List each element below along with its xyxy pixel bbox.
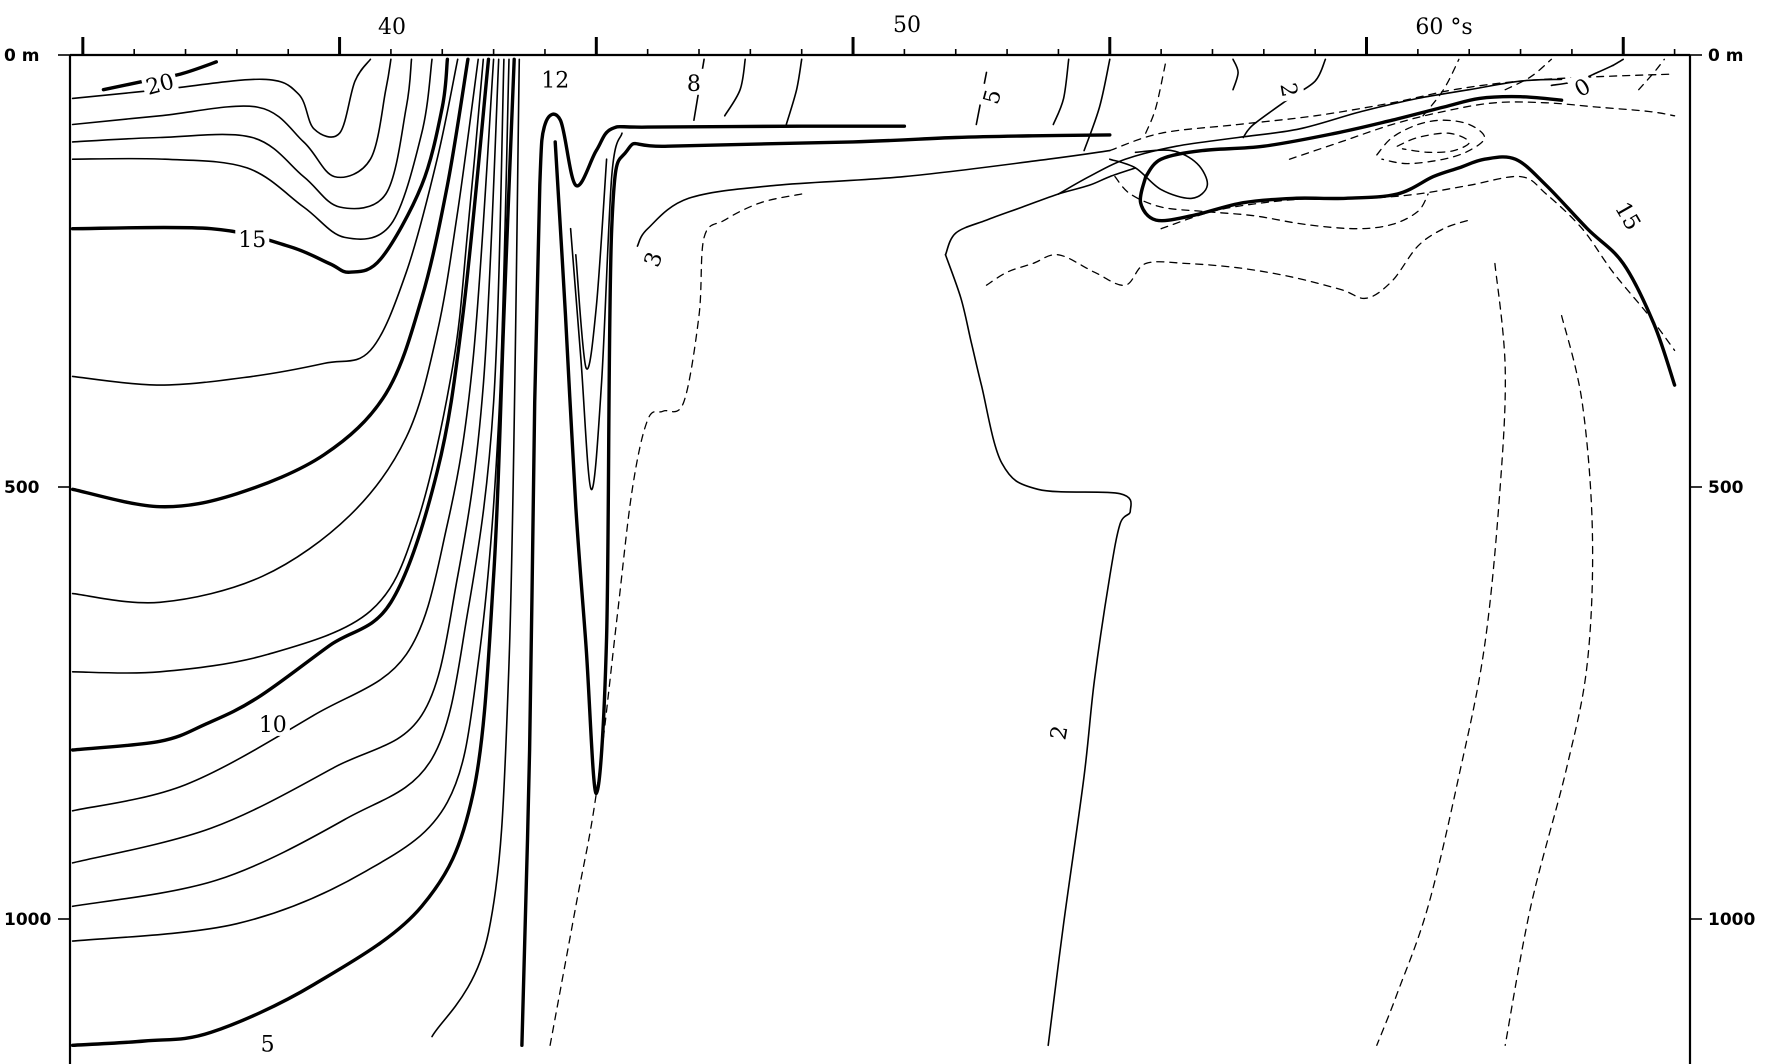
- isotherm-8-line: [553, 133, 1112, 796]
- isotherm-2_5-line: [1145, 58, 1167, 134]
- isotherm-4_5-line: [785, 58, 803, 126]
- isotherm-15-line: [1144, 94, 1564, 179]
- isotherm-4-line: [723, 58, 746, 117]
- contour-label-bg: [1609, 193, 1650, 237]
- contour-label-2: 2: [1046, 724, 1073, 742]
- contour-label-bg: [255, 709, 290, 736]
- isotherm-3-line: [1083, 58, 1111, 152]
- isotherm-1_5-line: [1504, 314, 1594, 1046]
- x-tick-labels: 40 50 60 °s: [378, 13, 1473, 40]
- contour-label-bg: [1275, 76, 1306, 103]
- y-right-label-0: 0 m: [1708, 46, 1743, 66]
- isotherm-20-line: [71, 58, 372, 138]
- isotherm-15-line: [1138, 155, 1677, 387]
- contour-label-bg: [139, 65, 180, 100]
- contour-lines: [70, 57, 1677, 1047]
- isotherm-0_5-line: [1288, 101, 1676, 160]
- isotherm-1_5-line: [1057, 78, 1563, 195]
- contour-label-bg: [636, 244, 668, 274]
- contour-label-bg: [1042, 719, 1073, 746]
- isotherm-9-line: [71, 58, 495, 812]
- contour-label-bg: [1566, 69, 1598, 103]
- x-tick-label-50: 50: [893, 13, 921, 38]
- contour-label-8: 8: [687, 72, 701, 97]
- isotherm-3-line: [636, 149, 1111, 247]
- isotherm-17-line: [71, 58, 433, 240]
- isotherm-1_5-line: [1114, 175, 1429, 230]
- isotherm-13-line: [70, 57, 470, 509]
- contour-label-2: 2: [1274, 81, 1301, 99]
- isotherm-5-line: [70, 57, 516, 1047]
- isotherm-2-line: [944, 167, 1137, 256]
- contour-label-bg: [975, 82, 1006, 110]
- isotherm-6-line: [71, 58, 510, 942]
- isotherm-11-line: [71, 58, 485, 674]
- isotherm-2-line: [1376, 262, 1506, 1046]
- isotherm-5-line: [1052, 58, 1070, 126]
- isotherm-1_5-line: [1422, 58, 1460, 117]
- contour-label-bg: [538, 65, 573, 92]
- isotherm-6-line: [575, 158, 608, 370]
- axes: [58, 37, 1702, 1064]
- contour-label-bg: [683, 68, 705, 95]
- isotherm-12-line: [71, 58, 479, 604]
- x-tick-label-40: 40: [378, 15, 406, 40]
- isotherm-18-line: [71, 58, 413, 210]
- isotherm-8-line: [71, 58, 500, 864]
- y-left-label-1000: 1000: [4, 910, 51, 930]
- y-left-label-0: 0 m: [4, 46, 39, 66]
- contour-label-bg: [257, 1029, 279, 1056]
- isotherm-2-line: [985, 219, 1470, 300]
- isotherm-0_5-line: [1396, 132, 1470, 154]
- isotherm-7-line: [569, 132, 623, 491]
- isotherm-4-line: [431, 58, 521, 1038]
- isotherm-1-line: [1638, 58, 1665, 91]
- isotherm-1-line: [1376, 119, 1486, 165]
- right-ticks: [1690, 54, 1702, 920]
- y-right-label-1000: 1000: [1708, 910, 1755, 930]
- y-right-label-500: 500: [1708, 478, 1744, 498]
- contour-label-5: 5: [261, 1033, 275, 1058]
- contour-label-bg: [235, 225, 270, 252]
- contour-label-12: 12: [541, 68, 569, 93]
- y-left-label-500: 500: [4, 478, 40, 498]
- y-tick-labels-left: 0 m 500 1000: [4, 46, 51, 930]
- isotherm-14-line: [71, 58, 459, 386]
- isotherm-0-line: [1612, 58, 1624, 67]
- contour-label-15: 15: [1609, 198, 1645, 235]
- left-ticks: [58, 54, 70, 920]
- isotherm-3-line: [549, 193, 803, 1046]
- isotherm-7-line: [71, 58, 505, 908]
- isotherm-1-line: [1109, 149, 1209, 200]
- isotherm-19-line: [71, 58, 392, 179]
- y-tick-labels-right: 0 m 500 1000: [1708, 46, 1755, 930]
- isotherm-10-line: [70, 57, 491, 752]
- contour-label-15: 15: [238, 228, 266, 253]
- isotherm-1_5-line: [1160, 175, 1676, 352]
- x-tick-label-60: 60 °s: [1415, 15, 1472, 40]
- contour-label-5: 5: [979, 87, 1007, 107]
- minor-ticks: [81, 37, 1676, 55]
- isotherm-12-line: [520, 112, 907, 1047]
- isotherm-1-line: [1504, 58, 1553, 91]
- contour-label-10: 10: [259, 713, 287, 738]
- isotherm-2-line: [944, 254, 1132, 1047]
- isotherm-2-line: [1232, 58, 1239, 91]
- isotherm-15-line: [70, 57, 450, 274]
